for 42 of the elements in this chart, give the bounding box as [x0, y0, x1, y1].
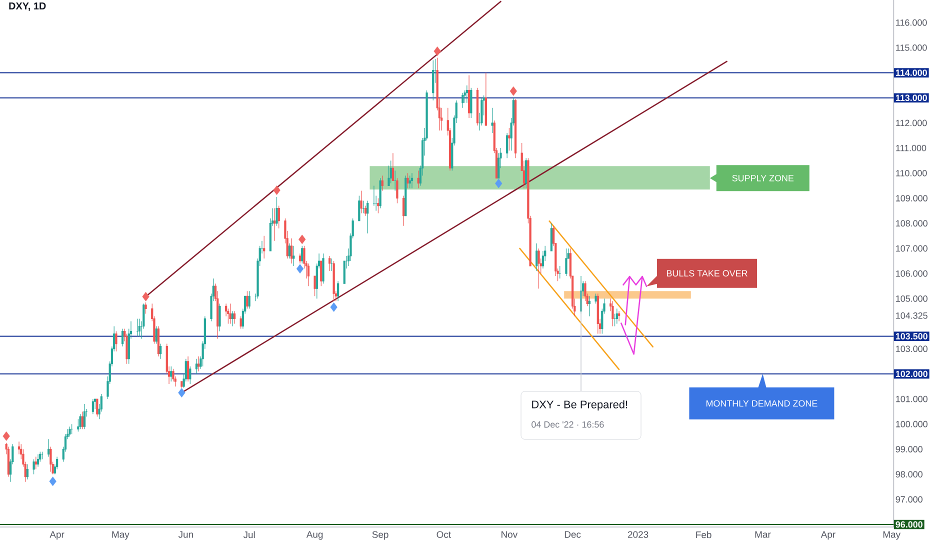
x-tick-label: Apr: [50, 531, 64, 540]
y-tick-label: 111.000: [896, 144, 926, 152]
x-tick-label: Sep: [372, 531, 388, 540]
y-tick-label: 101.000: [896, 396, 928, 402]
annotation: DXY - Be Prepared!: [532, 400, 628, 411]
y-tick-label: 98.000: [896, 471, 922, 478]
annotation: SUPPLY ZONE: [732, 174, 794, 182]
ref-line-label: 103.500: [896, 333, 928, 340]
y-tick-label: 110.000: [896, 170, 927, 176]
x-tick-label: Oct: [436, 531, 451, 538]
ref-line-label: 114.000: [896, 70, 927, 76]
y-tick-label: 107.000: [896, 245, 928, 252]
ref-line-label: 113.000: [896, 94, 927, 102]
x-tick-label: May: [883, 531, 901, 540]
ref-line-label: 102.000: [896, 370, 928, 378]
x-tick-label: Dec: [564, 531, 581, 538]
x-tick-label: Mar: [755, 531, 771, 538]
annotation: 04 Dec '22 · 16:56: [532, 421, 604, 428]
x-tick-label: Jul: [243, 531, 255, 538]
y-tick-label: 106.000: [896, 270, 928, 277]
y-tick-label: 100.000: [896, 420, 928, 428]
y-tick-label: 116.000: [896, 19, 927, 26]
x-tick-label: Jun: [178, 531, 193, 538]
x-tick-label: Feb: [696, 531, 712, 538]
y-tick-label: 99.000: [896, 446, 922, 452]
y-tick-label: 109.000: [896, 195, 928, 202]
ref-line-label: 96.000: [896, 521, 922, 528]
x-tick-label: 2023: [628, 531, 648, 538]
annotation: BULLS TAKE OVER: [666, 270, 748, 277]
x-tick-label: Nov: [502, 531, 518, 538]
x-tick-label: Apr: [820, 531, 836, 540]
x-tick-label: Aug: [306, 531, 323, 540]
x-tick-label: May: [112, 531, 130, 540]
y-tick-label: 104.325: [896, 312, 928, 319]
y-tick-label: 108.000: [896, 220, 928, 227]
y-tick-label: 97.000: [896, 496, 922, 503]
y-tick-label: 112.000: [896, 120, 927, 126]
y-tick-label: 105.000: [896, 295, 928, 302]
chart-title: DXY, 1D: [9, 2, 46, 11]
y-tick-label: 115.000: [896, 44, 927, 51]
annotation: MONTHLY DEMAND ZONE: [706, 400, 818, 407]
y-tick-label: 103.000: [896, 346, 928, 352]
